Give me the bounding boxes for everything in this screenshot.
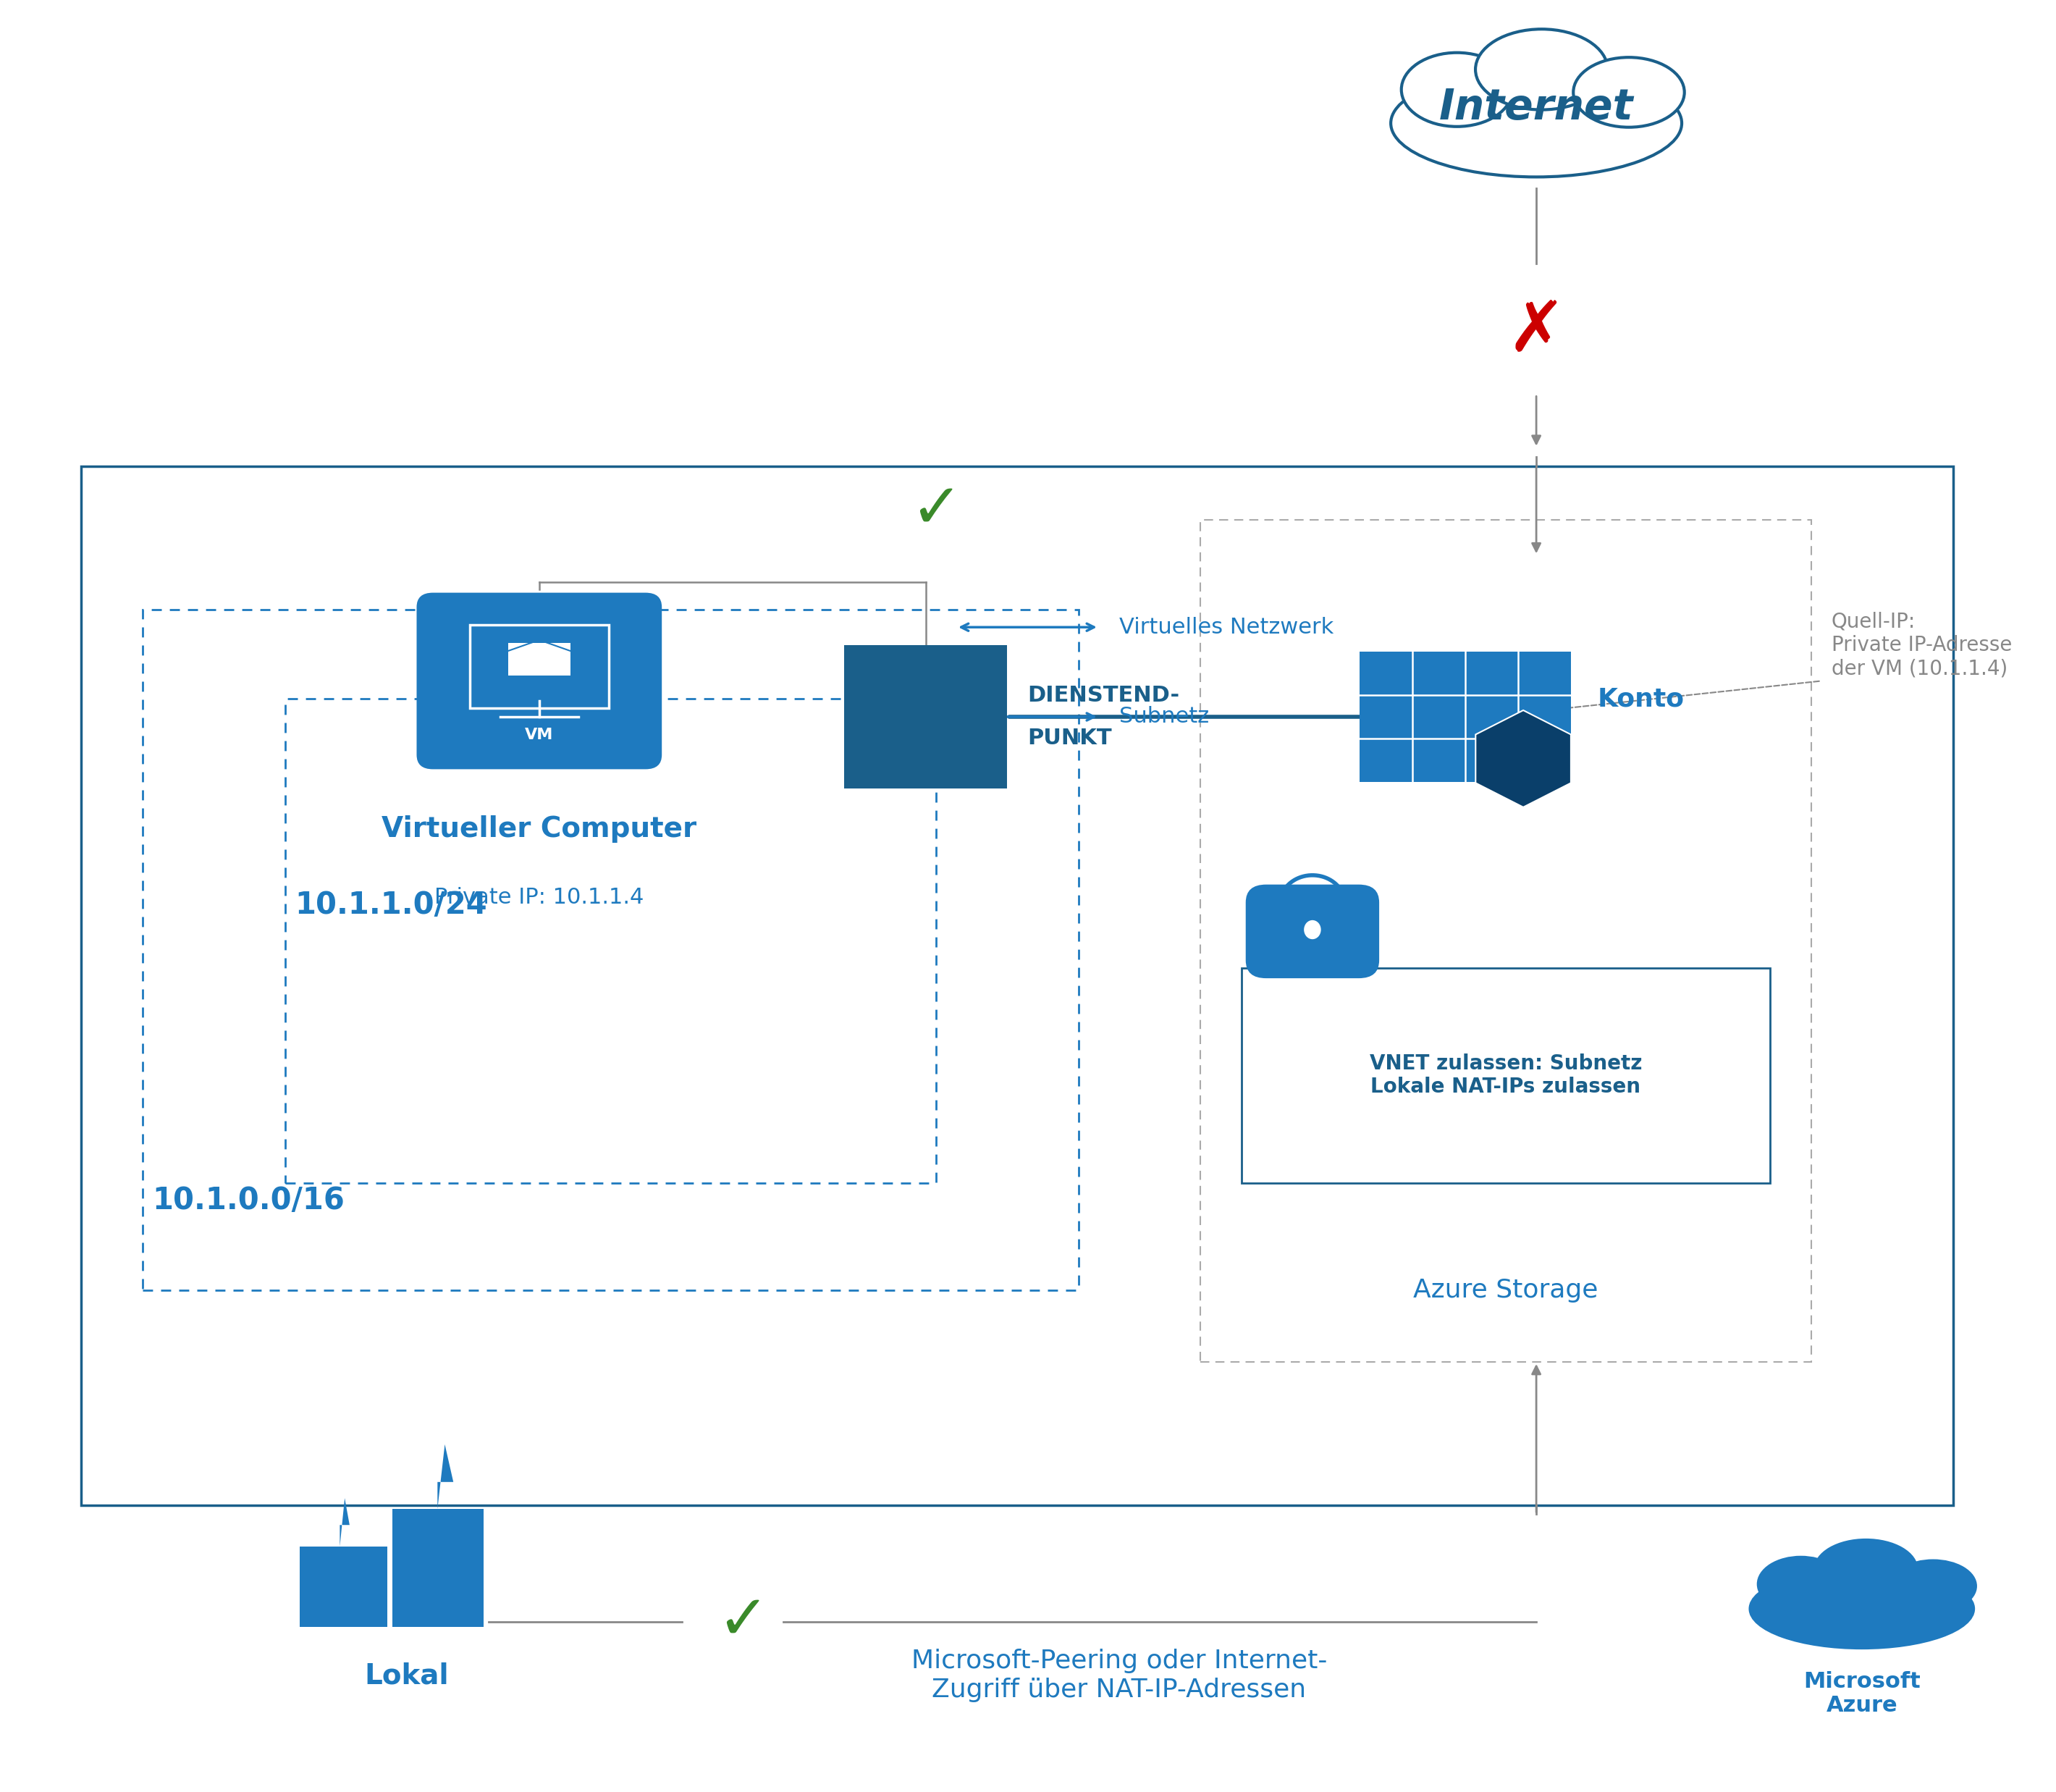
- Ellipse shape: [1573, 57, 1684, 127]
- Text: Microsoft
Azure: Microsoft Azure: [1803, 1670, 1920, 1717]
- Text: Virtueller Computer: Virtueller Computer: [382, 815, 697, 842]
- Text: ✓: ✓: [911, 480, 962, 541]
- Text: PUNKT: PUNKT: [1028, 728, 1112, 749]
- Bar: [286, 699, 935, 1183]
- Text: Quell-IP:
Private IP-Adresse
der VM (10.1.1.4): Quell-IP: Private IP-Adresse der VM (10.…: [1832, 611, 2013, 679]
- Bar: [1201, 520, 1811, 1362]
- Text: 10.1.1.0/24: 10.1.1.0/24: [296, 891, 487, 919]
- Bar: [300, 1546, 387, 1627]
- Text: VM: VM: [524, 728, 553, 742]
- Polygon shape: [339, 1498, 350, 1546]
- Text: Microsoft-Peering oder Internet-
Zugriff über NAT-IP-Adressen: Microsoft-Peering oder Internet- Zugriff…: [911, 1649, 1326, 1702]
- Text: Internet: Internet: [1439, 86, 1632, 129]
- Text: ✓: ✓: [718, 1591, 769, 1652]
- Ellipse shape: [1476, 29, 1608, 109]
- Text: Azure Storage: Azure Storage: [1412, 1278, 1598, 1303]
- Ellipse shape: [1889, 1561, 1976, 1611]
- Text: 10.1.0.0/16: 10.1.0.0/16: [152, 1186, 345, 1215]
- Ellipse shape: [1390, 70, 1682, 177]
- FancyBboxPatch shape: [417, 593, 662, 769]
- Text: DIENSTEND-: DIENSTEND-: [1028, 685, 1180, 706]
- Bar: [508, 643, 572, 676]
- Ellipse shape: [1304, 919, 1320, 939]
- Text: Lokal: Lokal: [364, 1661, 448, 1690]
- Ellipse shape: [1815, 1539, 1916, 1598]
- Text: Private IP: 10.1.1.4: Private IP: 10.1.1.4: [434, 887, 644, 909]
- Bar: [393, 1509, 483, 1627]
- Ellipse shape: [1402, 52, 1513, 127]
- Bar: [845, 645, 1007, 788]
- Text: Subnetz: Subnetz: [1118, 706, 1209, 728]
- Ellipse shape: [1750, 1570, 1974, 1649]
- Bar: [142, 609, 1079, 1290]
- Bar: [1242, 968, 1770, 1183]
- Text: Konto: Konto: [1598, 686, 1684, 711]
- Bar: [82, 466, 1953, 1505]
- Text: VNET zulassen: Subnetz
Lokale NAT-IPs zulassen: VNET zulassen: Subnetz Lokale NAT-IPs zu…: [1369, 1054, 1643, 1097]
- Text: ✗: ✗: [1507, 297, 1567, 366]
- Text: Virtuelles Netzwerk: Virtuelles Netzwerk: [1118, 616, 1334, 638]
- Ellipse shape: [1758, 1557, 1844, 1611]
- Polygon shape: [438, 1444, 454, 1509]
- Bar: [1359, 652, 1571, 781]
- FancyBboxPatch shape: [1246, 885, 1380, 978]
- FancyBboxPatch shape: [469, 625, 609, 708]
